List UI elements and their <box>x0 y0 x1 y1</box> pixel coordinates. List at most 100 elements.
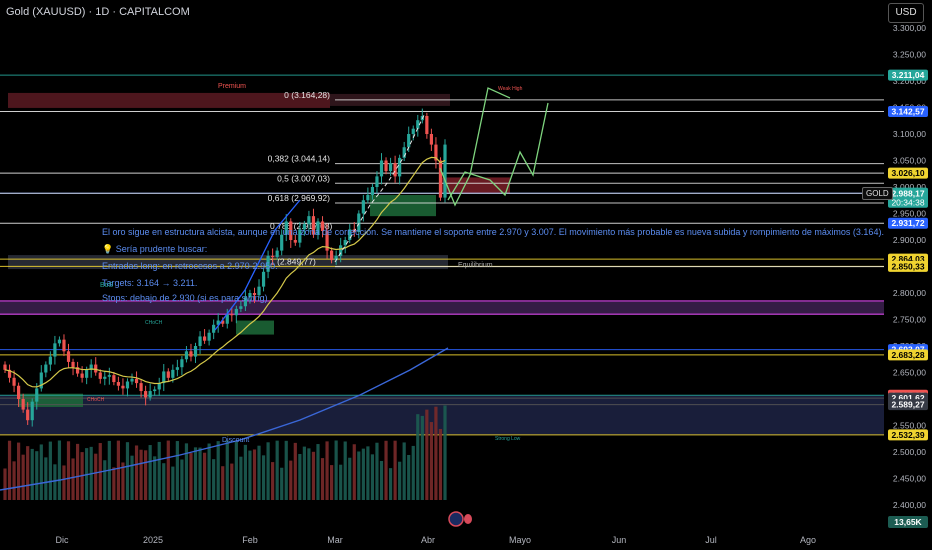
candle-body <box>443 144 447 198</box>
volume-bar <box>216 441 220 500</box>
volume-bar <box>48 441 52 500</box>
candle-body <box>320 221 325 231</box>
x-tick-label: Jun <box>612 535 627 545</box>
volume-bar <box>94 453 98 500</box>
volume-bar <box>352 444 356 500</box>
candle-body <box>171 369 175 378</box>
price-tag <box>888 429 928 441</box>
candle-body <box>411 128 415 134</box>
candle-body <box>361 200 365 214</box>
volume-bar <box>320 458 325 500</box>
candle-body <box>112 375 116 383</box>
volume-bar <box>361 448 365 500</box>
x-tick-label: Ago <box>800 535 816 545</box>
volume-tag-label: 13,65K <box>894 517 922 527</box>
candle-body <box>130 378 134 382</box>
candle-body <box>157 383 161 390</box>
volume-bar <box>39 444 43 500</box>
price-tag <box>888 105 928 117</box>
volume-bar <box>289 460 293 500</box>
currency-selector[interactable]: USD <box>888 3 924 23</box>
candle-body <box>12 377 16 386</box>
volume-bar <box>298 454 302 500</box>
candle-body <box>94 364 98 373</box>
volume-bar <box>375 442 379 500</box>
order-block-3 <box>370 194 436 217</box>
candle-body <box>21 399 25 410</box>
volume-bar <box>7 440 12 500</box>
volume-bar <box>198 447 202 500</box>
volume-bar <box>393 440 397 500</box>
price-tag-label: 3.026,10 <box>891 168 924 178</box>
volume-bar <box>293 442 297 500</box>
candle-body <box>398 157 402 177</box>
candle-body <box>71 361 75 368</box>
volume-bar <box>261 455 266 500</box>
analysis-note-5: Stops: debajo de 2.930 (si es para swing… <box>102 293 268 303</box>
x-tick-label: Feb <box>242 535 258 545</box>
candle-body <box>234 308 238 316</box>
candle-body <box>107 375 111 377</box>
analysis-note-3: Entradas long: en retrocesos a 2.970-2.9… <box>102 261 278 271</box>
volume-bar <box>103 460 107 500</box>
candle-body <box>307 216 311 225</box>
y-tick-label: 2.500,00 <box>893 447 926 457</box>
premium-label: Premium <box>218 83 247 90</box>
volume-bar <box>343 441 347 500</box>
swing-dashed-line <box>334 112 426 263</box>
candle-body <box>48 356 52 365</box>
price-tag-label: 2.683,28 <box>891 350 924 360</box>
candle-body <box>293 240 297 243</box>
candle-body <box>85 369 89 378</box>
x-tick-label: 2025 <box>143 535 163 545</box>
price-tag-label: 2.532,39 <box>891 430 924 440</box>
candle-body <box>243 297 248 307</box>
candle-body <box>62 339 66 352</box>
candle-body <box>17 385 21 399</box>
volume-bar <box>12 461 16 500</box>
candle-body <box>98 372 102 379</box>
candle-body <box>89 364 93 370</box>
flag-icon <box>448 511 464 527</box>
candle-body <box>434 144 438 161</box>
y-tick-label: 3.100,00 <box>893 129 926 139</box>
volume-bar <box>71 458 75 500</box>
candle-body <box>162 371 166 384</box>
volume-bar <box>212 459 216 500</box>
price-tag-label: 2.931,72 <box>891 218 924 228</box>
candle-body <box>239 306 243 309</box>
analysis-note-2: 💡 Sería prudente buscar: <box>102 244 208 254</box>
volume-bar <box>184 443 189 500</box>
candle-body <box>248 293 252 298</box>
volume-bar <box>130 455 134 500</box>
candle-body <box>343 240 347 246</box>
volume-bar <box>35 451 39 500</box>
candle-body <box>393 163 397 177</box>
price-tag-label: 2.864,03 <box>891 254 924 264</box>
candle-body <box>175 367 179 370</box>
candle-body <box>366 194 370 201</box>
volume-bar <box>443 405 447 500</box>
projection-path-1 <box>439 87 511 207</box>
volume-bar <box>189 453 193 500</box>
candle-body <box>402 147 406 158</box>
order-block-2 <box>236 320 274 335</box>
volume-bar <box>434 406 438 500</box>
volume-bar <box>26 446 30 500</box>
price-tag <box>888 217 928 229</box>
candle-body <box>121 385 125 389</box>
candle-body <box>280 234 284 251</box>
purple-zone <box>0 300 884 315</box>
volume-bar <box>425 409 429 500</box>
volume-bar <box>21 454 25 500</box>
y-tick-label: 2.450,00 <box>893 474 926 484</box>
candle-body <box>375 176 379 187</box>
candle-body <box>266 255 270 272</box>
volume-bar <box>66 441 71 500</box>
equilibrium-label: Equilibrium <box>458 262 493 269</box>
fib-label: 0,382 (3.044,14) <box>268 154 331 164</box>
candle-body <box>339 245 343 256</box>
volume-bar <box>121 462 125 500</box>
fib-label: 0,5 (3.007,03) <box>277 173 330 183</box>
